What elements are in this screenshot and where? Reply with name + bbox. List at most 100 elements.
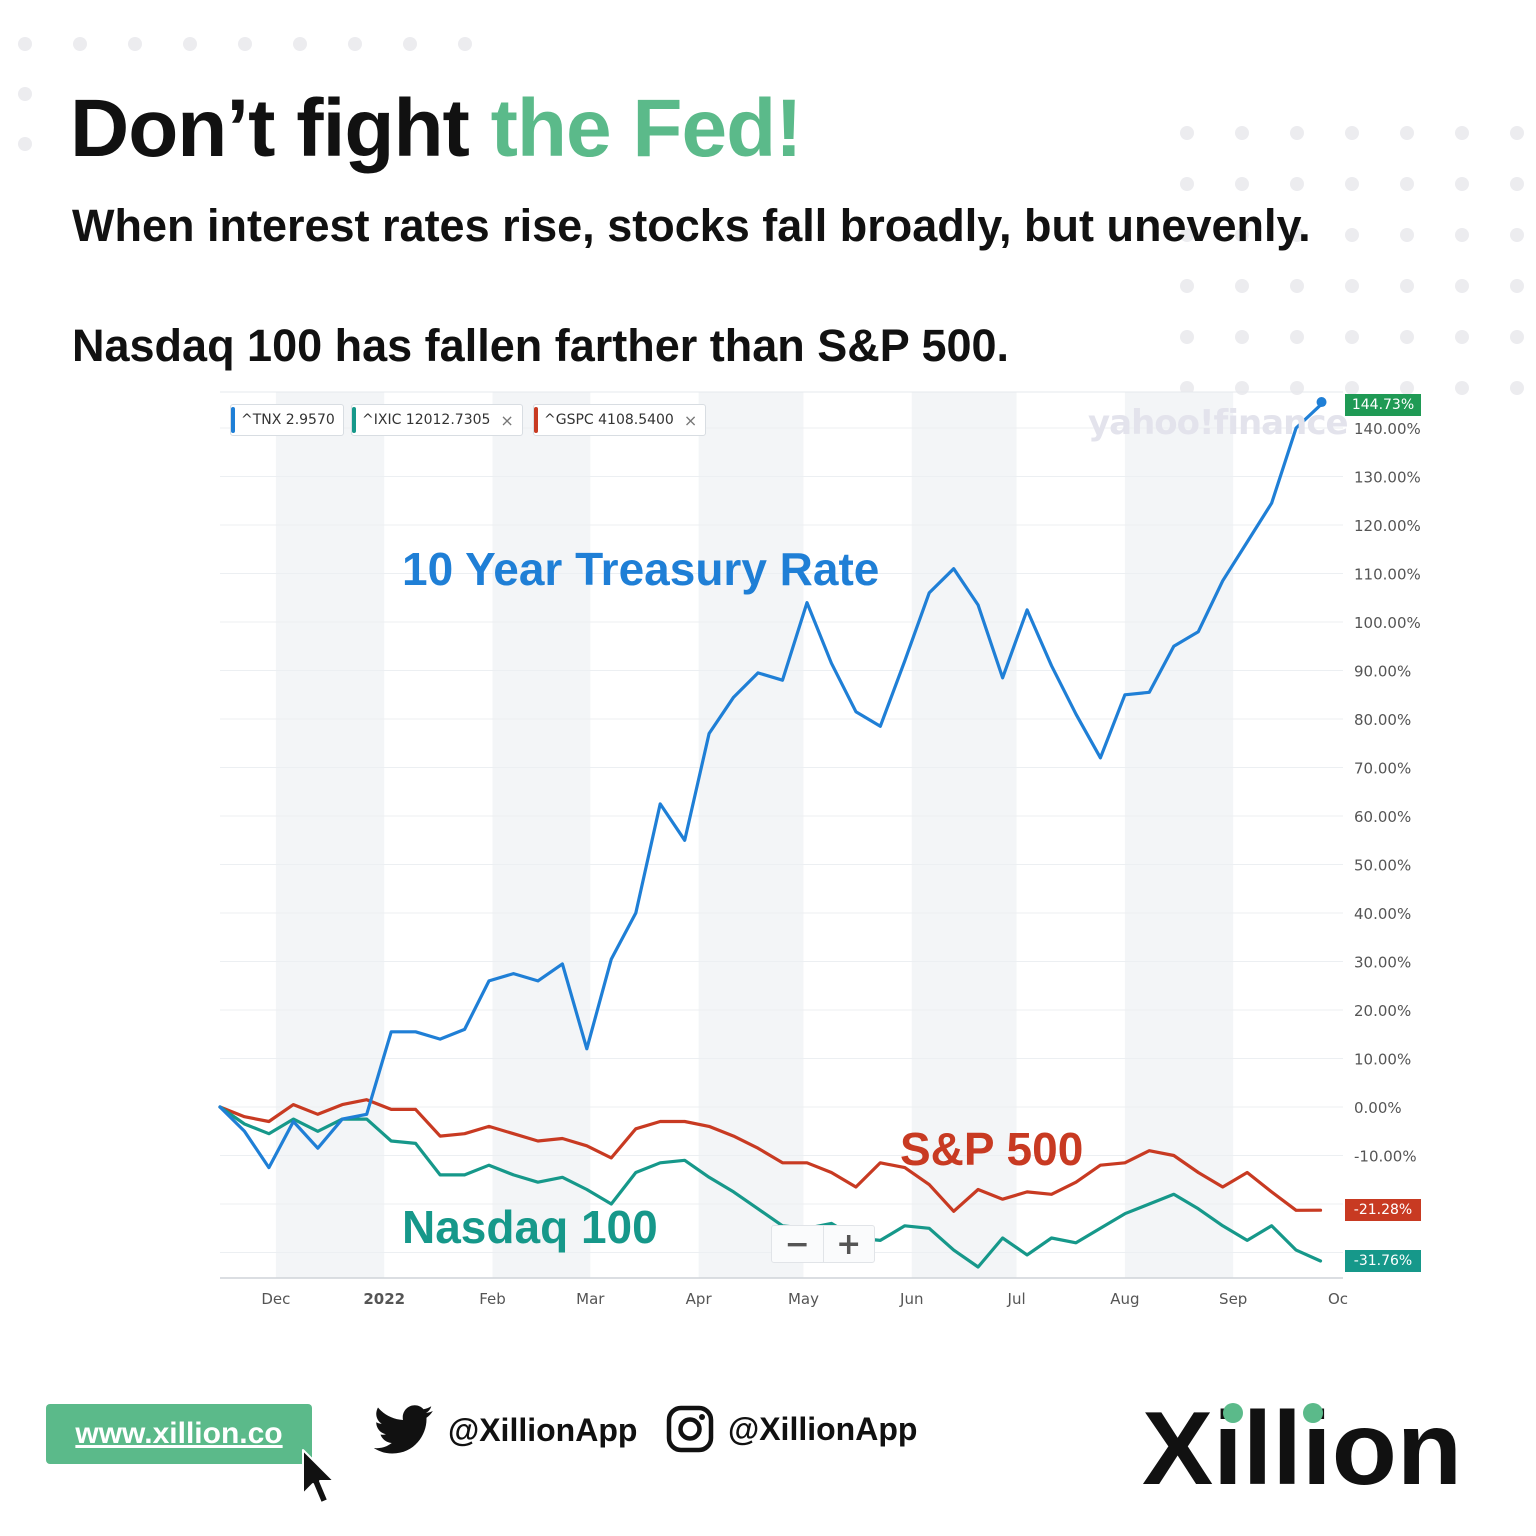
- instagram-icon: [666, 1405, 714, 1453]
- decorative-dot: [1455, 330, 1469, 344]
- decorative-dot: [1455, 177, 1469, 191]
- decorative-dot: [1235, 228, 1249, 242]
- decorative-dot: [1455, 381, 1469, 395]
- instagram-handle: @XillionApp: [728, 1410, 918, 1447]
- title-accent: the Fed!: [490, 83, 803, 174]
- decorative-dot: [1400, 228, 1414, 242]
- logo-text: Xillion: [1142, 1392, 1462, 1492]
- series-line-ixic: [218, 1105, 1323, 1269]
- decorative-dot: [293, 37, 307, 51]
- decorative-dot: [348, 37, 362, 51]
- decorative-dot: [1180, 330, 1194, 344]
- decorative-dot: [1345, 177, 1359, 191]
- decorative-dot: [1290, 126, 1304, 140]
- y-tick-label: 60.00%: [1354, 808, 1411, 826]
- decorative-dot: [73, 37, 87, 51]
- subtitle: When interest rates rise, stocks fall br…: [72, 200, 1311, 251]
- x-tick-label: Jun: [899, 1290, 923, 1308]
- decorative-dot: [1180, 279, 1194, 293]
- decorative-dot: [238, 37, 252, 51]
- decorative-dot: [183, 37, 197, 51]
- decorative-dot: [1455, 126, 1469, 140]
- decorative-dot: [1455, 279, 1469, 293]
- x-tick-label: May: [788, 1290, 819, 1308]
- x-tick-label: 2022: [363, 1290, 405, 1308]
- decorative-dot: [1290, 177, 1304, 191]
- y-tick-label: 140.00%: [1354, 420, 1421, 438]
- series-line-gspc: [218, 1098, 1323, 1213]
- decorative-dot: [1345, 279, 1359, 293]
- series-end-point: [1316, 397, 1327, 408]
- decorative-dot: [1180, 228, 1194, 242]
- decorative-dot: [1510, 177, 1524, 191]
- decorative-dot: [1290, 279, 1304, 293]
- decorative-dot: [1180, 126, 1194, 140]
- y-tick-label: 130.00%: [1354, 469, 1421, 487]
- decorative-dot: [1400, 330, 1414, 344]
- y-tick-label: 40.00%: [1354, 905, 1411, 923]
- cursor-icon: [302, 1449, 335, 1504]
- y-tick-label: 120.00%: [1354, 517, 1421, 535]
- decorative-dot: [18, 37, 32, 51]
- page-title: Don’t fight the Fed!: [70, 82, 802, 176]
- decorative-dot: [1510, 381, 1524, 395]
- decorative-dot: [458, 37, 472, 51]
- y-tick-label: 50.00%: [1354, 857, 1411, 875]
- decorative-dot: [18, 87, 32, 101]
- xillion-logo: Xillion: [1142, 1392, 1462, 1492]
- decorative-dot: [1400, 177, 1414, 191]
- decorative-dot: [1345, 381, 1359, 395]
- decorative-dot: [1400, 126, 1414, 140]
- series-line-tnx: [218, 403, 1323, 1170]
- decorative-dot: [1235, 177, 1249, 191]
- y-tick-label: 0.00%: [1354, 1099, 1402, 1117]
- decorative-dot: [1510, 330, 1524, 344]
- x-tick-label: Oc: [1328, 1290, 1348, 1308]
- logo-dot: [1223, 1403, 1243, 1423]
- decorative-dot: [1510, 279, 1524, 293]
- decorative-dot: [1180, 177, 1194, 191]
- x-tick-label: Sep: [1219, 1290, 1247, 1308]
- x-tick-label: Feb: [479, 1290, 506, 1308]
- month-band: [1124, 392, 1234, 1278]
- decorative-dot: [1345, 228, 1359, 242]
- decorative-dot: [1235, 126, 1249, 140]
- y-tick-label: 10.00%: [1354, 1051, 1411, 1069]
- month-band: [911, 392, 1017, 1278]
- twitter-link[interactable]: @XillionApp: [374, 1405, 637, 1455]
- decorative-dot: [1345, 330, 1359, 344]
- x-tick-label: Apr: [686, 1290, 713, 1308]
- logo-dot: [1303, 1403, 1323, 1423]
- y-tick-label: 80.00%: [1354, 711, 1411, 729]
- decorative-dot: [1235, 330, 1249, 344]
- subtitle-secondary: Nasdaq 100 has fallen farther than S&P 5…: [72, 320, 1010, 371]
- decorative-dot: [1455, 228, 1469, 242]
- y-tick-label: 30.00%: [1354, 954, 1411, 972]
- decorative-dot: [1400, 381, 1414, 395]
- decorative-dot: [18, 137, 32, 151]
- x-tick-label: Dec: [261, 1290, 290, 1308]
- decorative-dot: [403, 37, 417, 51]
- instagram-link[interactable]: @XillionApp: [666, 1405, 917, 1453]
- twitter-handle: @XillionApp: [448, 1411, 638, 1448]
- x-tick-label: Aug: [1110, 1290, 1139, 1308]
- y-tick-label: 110.00%: [1354, 566, 1421, 584]
- x-tick-label: Mar: [576, 1290, 605, 1308]
- decorative-dot: [1235, 279, 1249, 293]
- decorative-dot: [128, 37, 142, 51]
- decorative-dot: [1290, 330, 1304, 344]
- y-tick-label: 90.00%: [1354, 663, 1411, 681]
- title-main: Don’t fight: [70, 83, 491, 174]
- month-band: [492, 392, 591, 1278]
- y-tick-label: -10.00%: [1354, 1148, 1417, 1166]
- x-tick-label: Jul: [1007, 1290, 1026, 1308]
- decorative-dot: [1510, 228, 1524, 242]
- decorative-dot: [1510, 126, 1524, 140]
- decorative-dot: [1290, 228, 1304, 242]
- y-tick-label: 100.00%: [1354, 614, 1421, 632]
- twitter-icon: [374, 1405, 433, 1454]
- website-link[interactable]: www.xillion.co: [46, 1404, 312, 1464]
- y-tick-label: 20.00%: [1354, 1002, 1411, 1020]
